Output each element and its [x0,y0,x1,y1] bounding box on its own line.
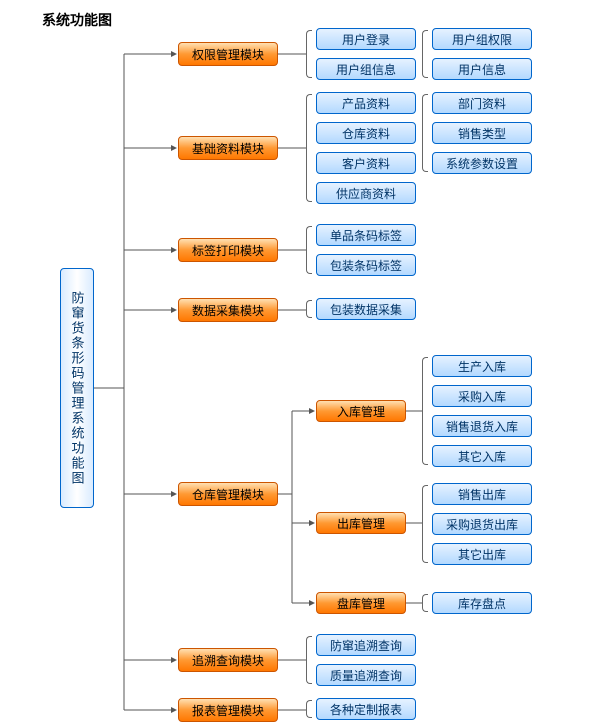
diagram-title: 系统功能图 [42,10,112,30]
leaf-2-a1: 包装条码标签 [316,254,416,276]
leaf-4-1-2: 其它出库 [432,543,532,565]
leaf-0-b1: 用户信息 [432,58,532,80]
bracket [422,485,428,563]
leaf-1-a2: 客户资料 [316,152,416,174]
module-4: 仓库管理模块 [178,482,278,506]
leaf-0-a1: 用户组信息 [316,58,416,80]
leaf-2-a0: 单品条码标签 [316,224,416,246]
leaf-4-0-1: 采购入库 [432,385,532,407]
leaf-1-b2: 系统参数设置 [432,152,532,174]
leaf-6-a0: 各种定制报表 [316,698,416,720]
module-3: 数据采集模块 [178,298,278,322]
bracket [306,700,312,718]
leaf-1-b0: 部门资料 [432,92,532,114]
leaf-0-b0: 用户组权限 [432,28,532,50]
leaf-4-0-3: 其它入库 [432,445,532,467]
leaf-1-a0: 产品资料 [316,92,416,114]
leaf-5-a0: 防窜追溯查询 [316,634,416,656]
sub-4-2: 盘库管理 [316,592,406,614]
bracket [306,226,312,274]
leaf-1-a1: 仓库资料 [316,122,416,144]
leaf-3-a0: 包装数据采集 [316,298,416,320]
leaf-4-2-0: 库存盘点 [432,592,532,614]
leaf-1-a3: 供应商资料 [316,182,416,204]
sub-4-0: 入库管理 [316,400,406,422]
leaf-4-0-0: 生产入库 [432,355,532,377]
module-6: 报表管理模块 [178,698,278,722]
module-2: 标签打印模块 [178,238,278,262]
sub-4-1: 出库管理 [316,512,406,534]
leaf-4-1-1: 采购退货出库 [432,513,532,535]
bracket [306,636,312,684]
bracket [422,94,428,172]
bracket [306,30,312,78]
leaf-4-1-0: 销售出库 [432,483,532,505]
module-1: 基础资料模块 [178,136,278,160]
module-5: 追溯查询模块 [178,648,278,672]
bracket [422,594,428,612]
bracket [306,94,312,202]
bracket [306,300,312,318]
root-node: 防窜货条形码管理系统功能图 [60,268,94,508]
leaf-5-a1: 质量追溯查询 [316,664,416,686]
bracket [422,30,428,78]
leaf-0-a0: 用户登录 [316,28,416,50]
leaf-4-0-2: 销售退货入库 [432,415,532,437]
module-0: 权限管理模块 [178,42,278,66]
bracket [422,357,428,465]
leaf-1-b1: 销售类型 [432,122,532,144]
